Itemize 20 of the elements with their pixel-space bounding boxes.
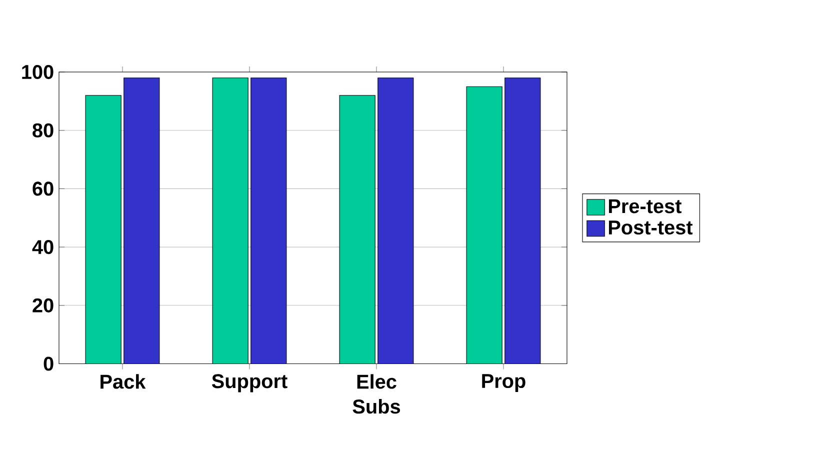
y-tick-label: 0 — [44, 356, 54, 371]
bar — [124, 78, 160, 364]
y-tick-label: 100 — [22, 64, 54, 80]
bar — [504, 78, 541, 364]
bar — [250, 78, 287, 364]
legend-label: Pre-test — [608, 199, 682, 214]
y-tick-label: 40 — [32, 240, 54, 254]
x-tick-label: Elec Subs — [352, 374, 400, 414]
bar — [466, 86, 502, 364]
bar — [85, 95, 122, 364]
x-tick-label: Prop — [482, 374, 526, 392]
y-tick-label: 60 — [32, 182, 54, 196]
y-tick-label: 20 — [32, 298, 54, 312]
legend-label: Post-test — [608, 220, 693, 235]
bar — [339, 95, 376, 364]
bar — [378, 78, 414, 364]
x-tick-label: Pack — [100, 374, 146, 389]
y-tick-label: 80 — [32, 123, 54, 138]
x-tick-label: Support — [212, 374, 288, 392]
bar — [212, 78, 248, 364]
